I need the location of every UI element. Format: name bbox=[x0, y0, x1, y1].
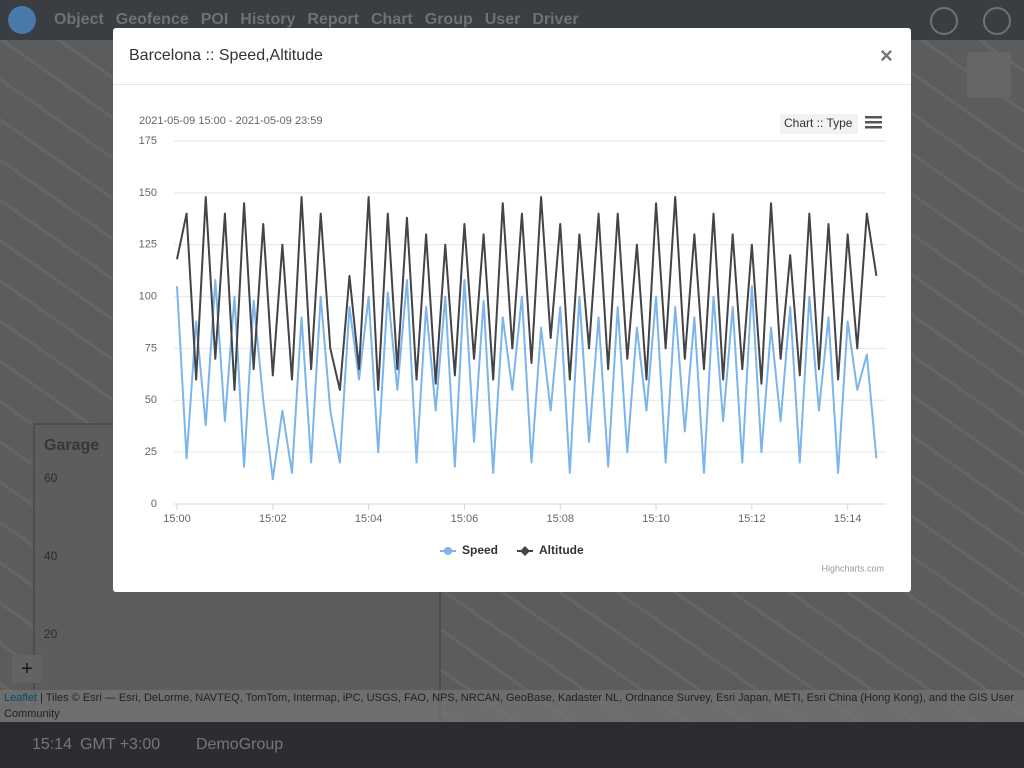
y-tick-label: 0 bbox=[151, 498, 157, 510]
garage-y-label: 20 bbox=[44, 627, 58, 641]
x-tick-label: 15:02 bbox=[259, 513, 287, 525]
x-tick-label: 15:10 bbox=[642, 513, 670, 525]
export-menu[interactable] bbox=[865, 116, 882, 129]
nav-item[interactable]: POI bbox=[200, 11, 229, 28]
garage-y-label: 40 bbox=[44, 549, 58, 563]
modal-header: Barcelona :: Speed,Altitude × bbox=[113, 28, 911, 85]
zoom-in[interactable]: + bbox=[12, 655, 42, 683]
user-icon[interactable] bbox=[983, 7, 1011, 35]
nav-item[interactable]: Report bbox=[307, 11, 359, 28]
y-tick-label: 125 bbox=[139, 239, 157, 251]
help-icon[interactable] bbox=[930, 7, 958, 35]
y-tick-label: 75 bbox=[145, 342, 157, 354]
nav-item[interactable]: Geofence bbox=[115, 11, 189, 28]
attribution-link[interactable]: Leaflet bbox=[4, 692, 38, 704]
y-tick-label: 175 bbox=[139, 135, 157, 147]
garage-title: Garage bbox=[44, 437, 100, 454]
x-tick-label: 15:08 bbox=[546, 513, 574, 525]
modal-close[interactable]: × bbox=[880, 43, 893, 68]
x-tick-label: 15:00 bbox=[163, 513, 191, 525]
garage-y-label: 60 bbox=[44, 471, 58, 485]
y-tick-label: 50 bbox=[145, 394, 157, 406]
x-tick-label: 15:04 bbox=[355, 513, 383, 525]
modal-title: Barcelona :: Speed,Altitude bbox=[129, 47, 323, 64]
group[interactable]: DemoGroup bbox=[196, 736, 284, 753]
x-tick-label: 15:06 bbox=[451, 513, 479, 525]
clock-time: 15:14 bbox=[32, 736, 73, 753]
legend-label: Speed bbox=[462, 543, 498, 557]
series-line bbox=[176, 278, 878, 481]
nav-item[interactable]: Object bbox=[54, 11, 104, 28]
y-tick-label: 25 bbox=[145, 446, 157, 458]
chart-type-button-bg bbox=[780, 114, 858, 134]
series-line bbox=[176, 196, 878, 391]
nav-item[interactable]: History bbox=[240, 11, 296, 28]
nav-item[interactable]: User bbox=[484, 11, 521, 28]
nav-item[interactable]: Chart bbox=[370, 11, 413, 28]
layers-button[interactable] bbox=[967, 52, 1011, 98]
chart: 2021-05-09 15:00 - 2021-05-09 23:59 Char… bbox=[139, 114, 886, 573]
logo[interactable] bbox=[8, 6, 36, 34]
x-tick-label: 15:12 bbox=[738, 513, 766, 525]
status-bar: 15:14 GMT +3:00 DemoGroup bbox=[0, 722, 1024, 768]
chart-type-button[interactable]: Chart :: Type bbox=[784, 116, 853, 130]
legend-marker bbox=[520, 546, 530, 556]
y-tick-label: 100 bbox=[139, 290, 157, 302]
attribution-text: | Tiles © Esri — Esri, DeLorme, NAVTEQ, … bbox=[4, 692, 1014, 720]
timezone: GMT +3:00 bbox=[80, 736, 161, 753]
legend-marker bbox=[444, 547, 452, 555]
credits[interactable]: Highcharts.com bbox=[821, 563, 884, 573]
y-tick-label: 150 bbox=[139, 187, 157, 199]
nav-item[interactable]: Group bbox=[424, 11, 473, 28]
attribution: Leaflet | Tiles © Esri — Esri, DeLorme, … bbox=[0, 690, 1024, 722]
chart-subtitle: 2021-05-09 15:00 - 2021-05-09 23:59 bbox=[139, 115, 322, 127]
legend-label: Altitude bbox=[539, 543, 584, 557]
x-tick-label: 15:14 bbox=[834, 513, 862, 525]
nav-menu: Object Geofence POI History Report Chart Group… bbox=[54, 11, 591, 29]
nav-item[interactable]: Driver bbox=[532, 11, 579, 28]
